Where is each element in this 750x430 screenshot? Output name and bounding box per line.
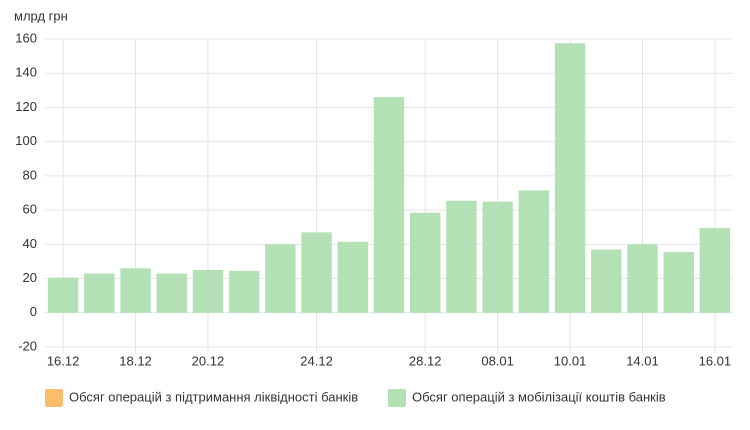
y-tick-label: 160: [15, 30, 37, 45]
y-axis-label: млрд грн: [14, 8, 68, 23]
bar: [410, 212, 441, 313]
bar: [192, 270, 224, 313]
legend-label: Обсяг операцій з мобілізації коштів банк…: [412, 389, 666, 404]
bar: [337, 241, 368, 313]
y-tick-label: 80: [23, 167, 37, 182]
y-tick-label: 40: [23, 236, 37, 251]
bar: [663, 252, 694, 313]
x-tick-label: 20.12: [192, 353, 225, 368]
bar: [627, 244, 658, 313]
legend-swatch: [45, 389, 63, 407]
y-tick-label: 60: [23, 202, 37, 217]
bar: [446, 200, 477, 313]
x-tick-label: 16.12: [47, 353, 80, 368]
x-tick-label: 28.12: [409, 353, 442, 368]
bar: [591, 249, 622, 313]
bar: [518, 190, 550, 313]
y-tick-label: 140: [15, 65, 37, 80]
x-tick-label: 18.12: [119, 353, 152, 368]
legend-swatch: [388, 389, 406, 407]
bar: [228, 270, 260, 313]
y-tick-label: 100: [15, 133, 37, 148]
legend-label: Обсяг операцій з підтримання ліквідності…: [69, 389, 358, 404]
x-tick-label: 10.01: [554, 353, 587, 368]
bar: [120, 268, 151, 313]
x-tick-label: 14.01: [626, 353, 659, 368]
bar: [373, 97, 405, 313]
x-tick-label: 08.01: [481, 353, 514, 368]
bar: [265, 244, 296, 313]
bar: [699, 228, 731, 313]
bar: [156, 273, 187, 313]
bar: [301, 232, 332, 313]
y-tick-label: 0: [30, 304, 37, 319]
x-tick-label: 24.12: [300, 353, 333, 368]
y-tick-label: 20: [23, 270, 37, 285]
y-tick-label: -20: [18, 338, 37, 353]
bar: [482, 201, 513, 313]
bar: [554, 43, 586, 313]
bar: [84, 273, 115, 313]
bar: [47, 277, 79, 313]
x-tick-label: 16.01: [699, 353, 732, 368]
y-tick-label: 120: [15, 99, 37, 114]
